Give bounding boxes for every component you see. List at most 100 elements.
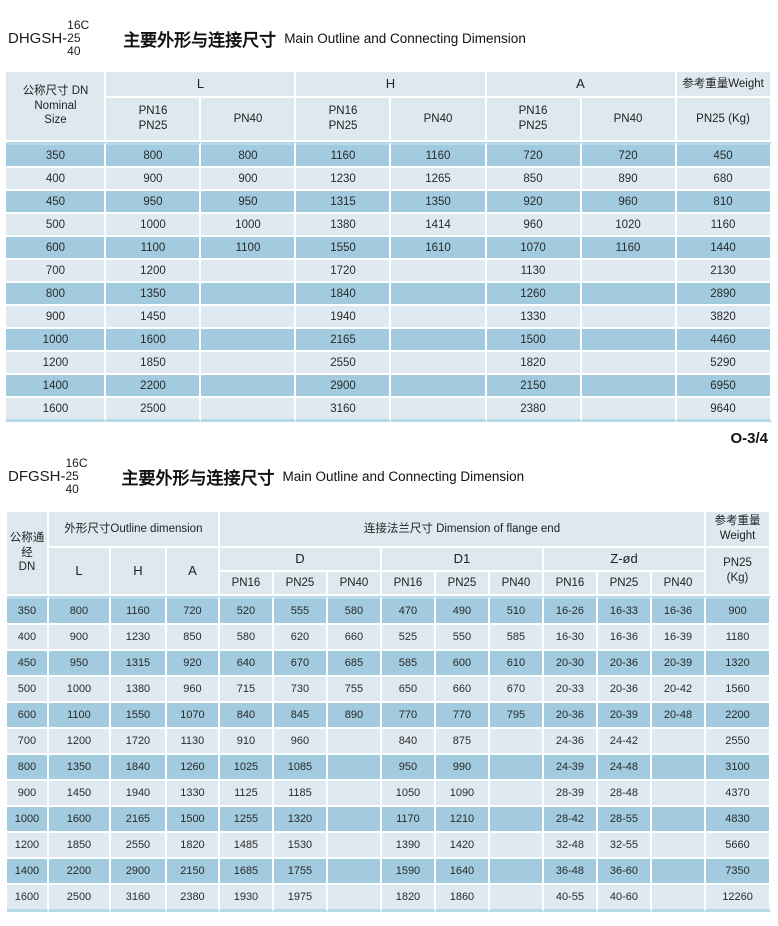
table-cell: 2550 [296, 352, 392, 375]
table-cell: 500 [6, 214, 107, 237]
table-cell: 450 [6, 191, 107, 214]
col-header-a-pn40: PN40 [581, 98, 677, 142]
dfgsh-dimension-table: 公称通经 DN 外形尺寸Outline dimension 连接法兰尺寸 Dim… [6, 512, 772, 912]
table-cell: 700 [6, 729, 49, 755]
table-cell: 580 [219, 625, 274, 651]
col-header-dn: 公称通经 DN [6, 512, 49, 596]
table-cell: 1260 [166, 755, 220, 781]
table-cell: 40-55 [543, 885, 598, 912]
table-cell [651, 859, 707, 885]
table-cell: 845 [273, 703, 328, 729]
table-cell [201, 283, 297, 306]
table-cell: 20-36 [543, 703, 598, 729]
table-cell [327, 833, 382, 859]
table-cell: 720 [581, 142, 677, 168]
table-cell: 610 [489, 651, 544, 677]
dfgsh-table-body: 350 800 1160 720 520 555 580 470 490 510 16-26 16-3… [6, 596, 772, 912]
table-cell: 550 [435, 625, 490, 651]
table-cell: 32-48 [543, 833, 598, 859]
table-cell [651, 807, 707, 833]
table-cell: 1170 [381, 807, 436, 833]
table-cell: 1330 [486, 306, 582, 329]
table-cell: 7350 [706, 859, 772, 885]
table-cell: 1975 [273, 885, 328, 912]
col-header-weight: 参考重量 Weight [706, 512, 772, 548]
table-cell: 685 [327, 651, 382, 677]
table-cell [327, 885, 382, 912]
col-header-weight-pn25: PN25 (Kg) [706, 548, 772, 596]
table-row: 600 1100 1550 1070 840 845 890 770 770 795 20-36 20… [6, 703, 772, 729]
table-cell: 2150 [166, 859, 220, 885]
table-row: 500 1000 1380 960 715 730 755 650 660 670 20-33 20-… [6, 677, 772, 703]
table-cell: 660 [435, 677, 490, 703]
table-cell: 900 [706, 596, 772, 625]
table-cell: 1850 [48, 833, 111, 859]
table-cell: 900 [48, 625, 111, 651]
table-cell: 1600 [6, 398, 107, 422]
dhgsh-table-body: 350 800 800 1160 1160 720 720 450 400 900 900 1230 1… [6, 142, 772, 422]
table-cell: 20-36 [597, 677, 652, 703]
table-cell: 3100 [706, 755, 772, 781]
table-cell: 960 [273, 729, 328, 755]
table-row: 900 1450 1940 1330 1125 1185 1050 1090 28-39 28-4… [6, 781, 772, 807]
table-cell [201, 352, 297, 375]
table-cell [327, 807, 382, 833]
table-cell: 1610 [391, 237, 487, 260]
table-cell: 2200 [706, 703, 772, 729]
table-cell [489, 885, 544, 912]
table-cell: 1380 [296, 214, 392, 237]
table-cell: 450 [676, 142, 772, 168]
table-cell [391, 329, 487, 352]
table-cell: 20-36 [597, 651, 652, 677]
table-row: 700 1200 1720 1130 910 960 840 875 24-36 24-42 255… [6, 729, 772, 755]
table-row: 450 950 1315 920 640 670 685 585 600 610 20-30 20-3… [6, 651, 772, 677]
table-row: 800 1350 1840 1260 2890 [6, 283, 772, 306]
table-cell [489, 859, 544, 885]
table-cell: 715 [219, 677, 274, 703]
table-cell: 2150 [486, 375, 582, 398]
table-row: 350 800 800 1160 1160 720 720 450 [6, 142, 772, 168]
table-cell: 1100 [106, 237, 202, 260]
table-cell: 2900 [110, 859, 167, 885]
table-cell: 2550 [110, 833, 167, 859]
table-cell: 1840 [110, 755, 167, 781]
table-cell: 2890 [676, 283, 772, 306]
table-cell: 1820 [486, 352, 582, 375]
table-cell [201, 375, 297, 398]
table-cell: 1000 [6, 329, 107, 352]
table-row: 1600 2500 3160 2380 1930 1975 1820 1860 40-55 40-… [6, 885, 772, 912]
table-cell: 720 [486, 142, 582, 168]
table-cell: 1600 [48, 807, 111, 833]
table-cell [489, 781, 544, 807]
pressure-ratings-list: 16C 25 40 [67, 17, 90, 58]
table-cell: 1230 [296, 168, 392, 191]
table-cell: 1260 [486, 283, 582, 306]
col-group-d: D [219, 548, 382, 572]
col-header-z-pn40: PN40 [651, 572, 707, 596]
col-header-a: A [166, 548, 220, 596]
table-cell: 670 [273, 651, 328, 677]
table-cell [391, 306, 487, 329]
model-name-dfgsh: DFGSH- [8, 467, 66, 485]
table-cell: 20-33 [543, 677, 598, 703]
table-row: 400 900 900 1230 1265 850 890 680 [6, 168, 772, 191]
table-cell: 1200 [106, 260, 202, 283]
table-cell: 795 [489, 703, 544, 729]
table-cell: 850 [486, 168, 582, 191]
table-cell: 1000 [6, 807, 49, 833]
table-cell: 1025 [219, 755, 274, 781]
table-cell [581, 283, 677, 306]
col-header-l-pn40: PN40 [201, 98, 297, 142]
table-cell: 1860 [435, 885, 490, 912]
table-cell: 1550 [296, 237, 392, 260]
table-cell: 1180 [706, 625, 772, 651]
col-header-dn: 公称尺寸 DN Nominal Size [6, 72, 107, 142]
table-cell: 840 [381, 729, 436, 755]
table-cell: 350 [6, 142, 107, 168]
table-cell: 1185 [273, 781, 328, 807]
col-group-outline-dimension: 外形尺寸Outline dimension [48, 512, 220, 548]
table-cell: 950 [106, 191, 202, 214]
table-cell: 2130 [676, 260, 772, 283]
table-cell: 1230 [110, 625, 167, 651]
table-cell: 350 [6, 596, 49, 625]
